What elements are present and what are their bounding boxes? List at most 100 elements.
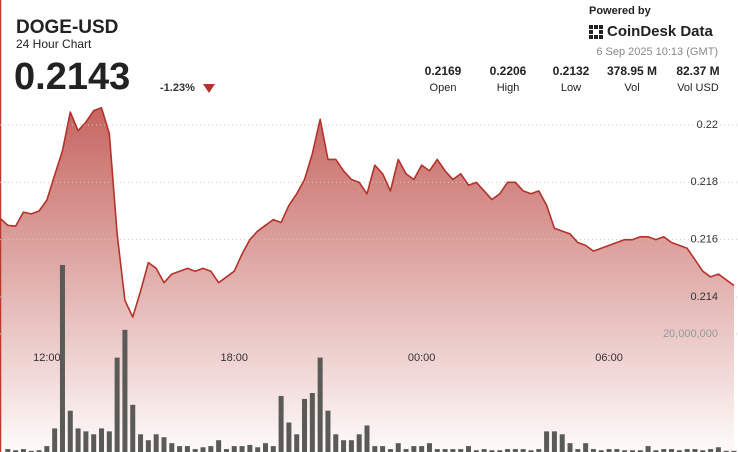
- volume-bar: [341, 440, 347, 452]
- volume-bar: [138, 434, 144, 452]
- volume-bar: [567, 443, 573, 452]
- volume-bar: [294, 434, 300, 452]
- volume-bar: [395, 443, 401, 452]
- x-tick-label: 00:00: [408, 352, 436, 364]
- volume-bar: [317, 357, 323, 452]
- volume-bar: [442, 449, 448, 452]
- powered-by: Powered by: [589, 5, 652, 17]
- volume-bar: [450, 449, 456, 452]
- x-tick-label: 06:00: [595, 352, 623, 364]
- volume-bar: [348, 440, 354, 452]
- volume-bar: [403, 449, 409, 452]
- stat-label: Vol USD: [677, 82, 719, 94]
- volume-bar: [106, 431, 112, 452]
- volume-bar: [59, 264, 65, 452]
- volume-bar: [653, 450, 659, 452]
- volume-bar: [614, 449, 620, 452]
- volume-bar: [411, 446, 417, 452]
- volume-bar: [36, 450, 42, 452]
- volume-bar: [372, 446, 378, 452]
- volume-bar: [153, 434, 159, 452]
- subtitle: 24 Hour Chart: [16, 37, 92, 51]
- brand-icon: [589, 25, 603, 39]
- price-area: [0, 107, 734, 452]
- volume-bar: [426, 443, 432, 452]
- volume-bar: [309, 393, 315, 452]
- volume-bar: [387, 449, 393, 452]
- volume-bar: [247, 444, 253, 452]
- stat-label: Open: [430, 82, 457, 94]
- volume-bar: [239, 446, 245, 452]
- volume-bar: [356, 434, 362, 452]
- volume-bar: [255, 447, 261, 452]
- volume-bar: [466, 446, 472, 452]
- price: 0.2143: [14, 56, 130, 98]
- change: -1.23%: [160, 82, 195, 94]
- volume-bar: [28, 450, 34, 452]
- volume-bar: [122, 329, 128, 452]
- volume-bar: [684, 449, 690, 452]
- stat-label: Low: [561, 82, 581, 94]
- volume-bar: [536, 449, 542, 452]
- volume-bar: [216, 440, 222, 452]
- volume-bar: [333, 434, 339, 452]
- title: DOGE-USD: [16, 17, 118, 38]
- volume-bar: [83, 431, 89, 452]
- volume-bar: [458, 449, 464, 452]
- y2-tick-label: 20,000,000: [663, 328, 718, 340]
- stat-label: Vol: [624, 82, 639, 94]
- y-tick-label: 0.22: [697, 119, 718, 131]
- stat-label: High: [497, 82, 520, 94]
- y-tick-label: 0.214: [690, 291, 718, 303]
- volume-bar: [208, 446, 214, 452]
- volume-bar: [481, 449, 487, 452]
- volume-bar: [692, 449, 698, 452]
- volume-bar: [325, 410, 331, 452]
- volume-bar: [161, 437, 167, 452]
- volume-bar: [661, 449, 667, 452]
- volume-bar: [419, 446, 425, 452]
- volume-bar: [44, 446, 50, 452]
- volume-bar: [645, 446, 651, 452]
- volume-bar: [551, 431, 557, 452]
- volume-bar: [114, 357, 120, 452]
- down-arrow: [203, 84, 215, 93]
- volume-bar: [505, 449, 511, 452]
- volume-bar: [52, 428, 58, 452]
- price-line: [0, 107, 735, 318]
- volume-bar: [270, 446, 276, 452]
- volume-bar: [302, 398, 308, 452]
- y-tick-label: 0.218: [690, 176, 718, 188]
- volume-bar: [715, 447, 721, 452]
- volume-bar: [528, 450, 534, 452]
- volume-bar: [231, 446, 237, 452]
- volume-bar: [544, 431, 550, 452]
- volume-bar: [473, 450, 479, 452]
- volume-bar: [708, 449, 714, 452]
- volume-bar: [192, 449, 198, 452]
- volume-bar: [278, 395, 284, 452]
- volume-bar: [130, 404, 136, 452]
- volume-bar: [434, 449, 440, 452]
- volume-bar: [559, 434, 565, 452]
- volume-bar: [286, 422, 292, 452]
- stat-value: 0.2132: [553, 64, 590, 78]
- stat-value: 0.2206: [490, 64, 527, 78]
- volume-bar: [622, 450, 628, 452]
- volume-bar: [669, 449, 675, 452]
- y-tick-label: 0.216: [690, 234, 718, 246]
- volume-bar: [637, 450, 643, 452]
- volume-bar: [676, 450, 682, 452]
- volume-bar: [177, 446, 183, 452]
- timestamp: 6 Sep 2025 10:13 (GMT): [596, 46, 718, 58]
- volume-bar: [512, 449, 518, 452]
- stat-value: 0.2169: [425, 64, 462, 78]
- volume-bar: [145, 440, 151, 452]
- volume-bar: [13, 450, 19, 452]
- volume-bar: [184, 446, 190, 452]
- volume-bar: [262, 443, 268, 452]
- volume-bar: [598, 450, 604, 452]
- volume-bar: [489, 450, 495, 452]
- stat-value: 378.95 M: [607, 64, 657, 78]
